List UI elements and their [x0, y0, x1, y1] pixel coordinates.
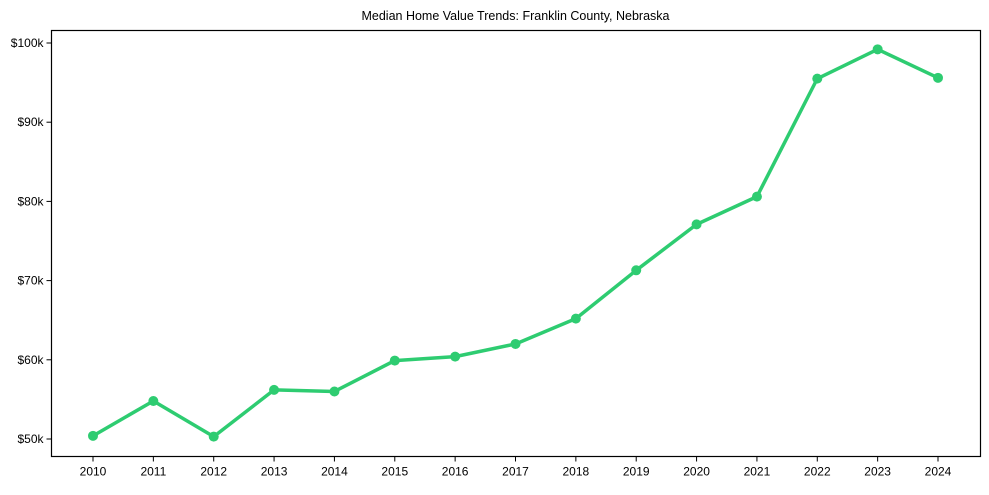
data-point-marker [148, 395, 159, 406]
x-tick-label: 2023 [864, 465, 891, 479]
x-tick-label: 2010 [80, 465, 107, 479]
x-tick-label: 2022 [804, 465, 831, 479]
x-tick-label: 2011 [140, 465, 166, 479]
series-line [91, 47, 940, 439]
data-point-marker [751, 191, 762, 202]
data-point-marker [691, 219, 702, 230]
data-point-marker [450, 351, 461, 362]
x-tick-label: 2013 [261, 465, 288, 479]
data-point-marker [812, 73, 823, 84]
chart-title: Median Home Value Trends: Franklin Count… [361, 9, 670, 23]
x-tick-label: 2012 [200, 465, 227, 479]
y-tick-label: $70k [17, 274, 44, 288]
plot-area [88, 44, 943, 442]
x-axis: 2010 2011 2012 2013 2014 2015 2016 2017 2018 2019… [80, 456, 952, 479]
x-tick-label: 2016 [442, 465, 469, 479]
x-tick-label: 2017 [502, 465, 529, 479]
data-point-marker [208, 431, 219, 442]
data-point-marker [872, 44, 883, 55]
data-point-marker [631, 265, 642, 276]
data-point-marker [329, 386, 340, 397]
x-tick-label: 2021 [744, 465, 771, 479]
x-tick-label: 2015 [381, 465, 408, 479]
y-tick-label: $100k [11, 36, 45, 50]
data-point-marker [933, 72, 943, 83]
data-point-marker [570, 313, 581, 324]
data-point-marker [88, 430, 98, 441]
y-tick-label: $60k [17, 353, 44, 367]
data-point-marker [389, 355, 400, 366]
x-tick-label: 2018 [563, 465, 590, 479]
x-tick-label: 2024 [925, 465, 952, 479]
data-point-marker [510, 338, 521, 349]
data-point-marker [269, 384, 280, 395]
axes-frame [50, 29, 982, 458]
x-tick-label: 2020 [683, 465, 710, 479]
x-tick-label: 2014 [321, 465, 348, 479]
x-tick-label: 2019 [623, 465, 650, 479]
y-tick-label: $90k [17, 115, 44, 129]
y-axis: $50k $60k $70k $80k $90k $100k [11, 36, 52, 446]
y-tick-label: $80k [17, 194, 44, 208]
y-tick-label: $50k [17, 432, 44, 446]
